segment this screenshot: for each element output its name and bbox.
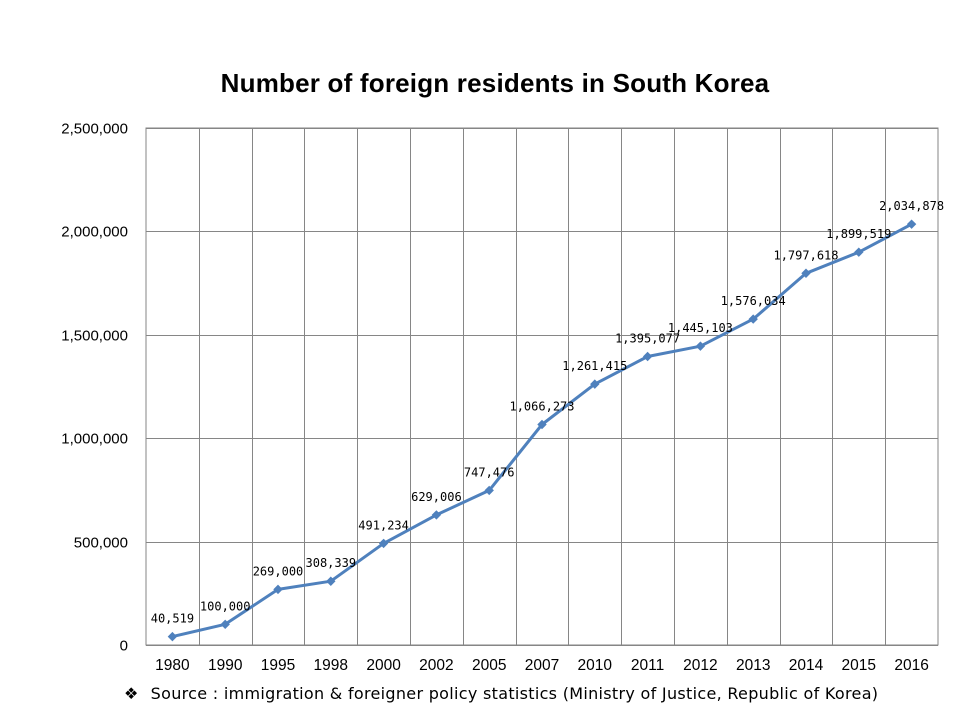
data-point-marker [167, 631, 178, 642]
data-point-marker [220, 619, 230, 630]
data-label: 1,797,618 [773, 248, 838, 262]
data-label: 747,476 [464, 465, 515, 479]
y-tick-label: 500,000 [74, 535, 128, 552]
data-point-marker [642, 351, 653, 362]
grid-layer [145, 127, 939, 646]
series-layer [167, 219, 917, 642]
x-tick-label: 2005 [472, 657, 506, 674]
x-tick-label: 2016 [894, 657, 928, 674]
data-label: 1,445,103 [668, 321, 733, 335]
x-tick-label: 2000 [366, 657, 401, 674]
data-label: 1,576,034 [721, 294, 786, 308]
data-point-marker [273, 584, 283, 595]
data-point-marker [326, 576, 336, 586]
data-point-marker [854, 247, 864, 257]
x-tick-label: 2014 [789, 657, 824, 674]
source-text: Source : immigration & foreigner policy … [150, 684, 879, 703]
data-point-marker [431, 510, 442, 520]
x-tick-label: 2013 [736, 657, 770, 674]
data-point-marker [590, 379, 600, 389]
x-tick-label: 2010 [578, 657, 613, 674]
x-tick-label: 1995 [261, 657, 295, 674]
data-label: 1,066,273 [509, 399, 574, 413]
data-label: 40,519 [151, 612, 194, 626]
x-tick-label: 2007 [525, 657, 559, 674]
y-tick-label: 2,500,000 [61, 121, 128, 138]
chart-title: Number of foreign residents in South Kor… [220, 68, 770, 98]
x-tick-label: 2011 [631, 657, 664, 674]
data-label: 100,000 [200, 599, 251, 613]
data-point-marker [695, 341, 706, 351]
data-point-marker [484, 485, 494, 496]
data-point-marker [537, 419, 547, 430]
data-label: 629,006 [411, 490, 462, 504]
y-tick-label: 0 [120, 638, 128, 655]
data-label: 491,234 [358, 518, 409, 532]
x-tick-label: 2015 [842, 657, 876, 674]
data-label: 1,899,519 [826, 227, 891, 241]
y-tick-label: 1,000,000 [61, 431, 128, 448]
data-label: 2,034,878 [879, 199, 944, 213]
y-tick-label: 1,500,000 [61, 328, 128, 345]
x-tick-label: 1980 [155, 657, 190, 674]
data-point-marker [378, 538, 389, 549]
data-point-marker [801, 268, 811, 278]
data-point-marker [906, 219, 917, 229]
x-tick-label: 2012 [683, 657, 717, 674]
source-note: ❖ Source : immigration & foreigner policy… [124, 684, 878, 703]
data-label: 269,000 [253, 564, 304, 578]
x-tick-label: 1998 [314, 657, 348, 674]
data-label: 1,261,415 [562, 359, 627, 373]
bullet-icon: ❖ [124, 684, 139, 703]
data-point-marker [748, 314, 758, 324]
data-label: 308,339 [306, 556, 357, 570]
x-tick-label: 2002 [419, 657, 453, 674]
y-tick-label: 2,000,000 [61, 224, 128, 241]
x-tick-label: 1990 [208, 657, 243, 674]
data-label: 1,395,077 [615, 331, 680, 345]
axis-labels: 0 500,000 1,000,000 1,500,000 2,000,000 2,500… [61, 121, 929, 675]
